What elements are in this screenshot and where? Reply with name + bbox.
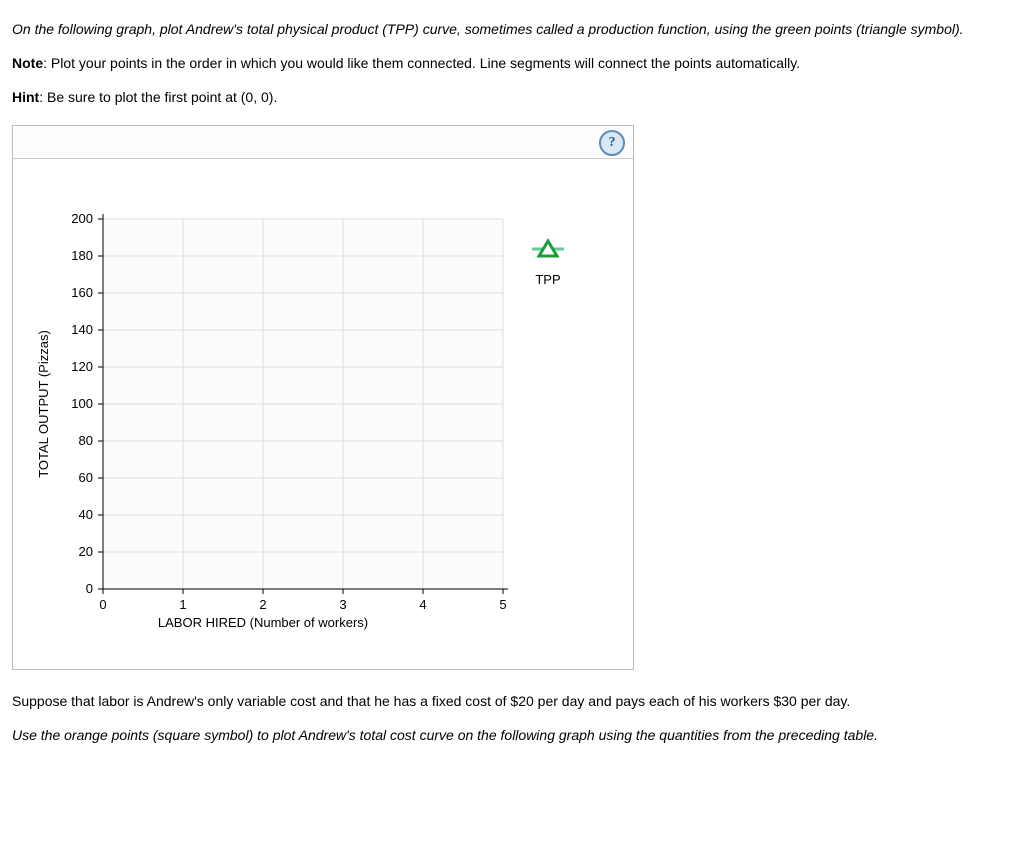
svg-text:40: 40 — [79, 507, 93, 522]
svg-text:140: 140 — [71, 322, 93, 337]
tpp-chart[interactable]: 0 20 40 60 80 100 120 140 160 180 200 0 1 2 3 4 5 LABOR H… — [13, 159, 633, 669]
svg-text:0: 0 — [86, 581, 93, 596]
svg-text:3: 3 — [339, 597, 346, 612]
chart-panel: ? 0 20 40 60 80 100 120 140 160 180 200 0 1 2 3 4 5 LABOR… — [12, 125, 634, 670]
suppose-text: Suppose that labor is Andrew's only vari… — [12, 690, 1012, 714]
svg-text:1: 1 — [179, 597, 186, 612]
panel-header: ? — [13, 126, 633, 159]
svg-text:2: 2 — [259, 597, 266, 612]
svg-text:160: 160 — [71, 285, 93, 300]
svg-text:180: 180 — [71, 248, 93, 263]
svg-text:20: 20 — [79, 544, 93, 559]
tpp-legend-label[interactable]: TPP — [535, 272, 560, 287]
svg-text:LABOR HIRED (Number of workers: LABOR HIRED (Number of workers) — [158, 615, 368, 630]
svg-text:120: 120 — [71, 359, 93, 374]
svg-text:80: 80 — [79, 433, 93, 448]
hint-text: : Be sure to plot the first point at (0,… — [39, 89, 277, 105]
chart-body[interactable]: 0 20 40 60 80 100 120 140 160 180 200 0 1 2 3 4 5 LABOR H… — [13, 159, 633, 669]
note-text: : Plot your points in the order in which… — [43, 55, 800, 71]
svg-text:60: 60 — [79, 470, 93, 485]
svg-text:0: 0 — [99, 597, 106, 612]
instruction-plot-tpp: On the following graph, plot Andrew's to… — [12, 18, 1012, 42]
svg-text:100: 100 — [71, 396, 93, 411]
hint-label: Hint — [12, 89, 39, 105]
svg-text:200: 200 — [71, 211, 93, 226]
help-icon[interactable]: ? — [599, 130, 625, 156]
instruction-hint: Hint: Be sure to plot the first point at… — [12, 86, 1012, 110]
svg-text:TOTAL OUTPUT (Pizzas): TOTAL OUTPUT (Pizzas) — [36, 331, 51, 479]
note-label: Note — [12, 55, 43, 71]
instruction-note: Note: Plot your points in the order in w… — [12, 52, 1012, 76]
svg-text:5: 5 — [499, 597, 506, 612]
svg-text:4: 4 — [419, 597, 426, 612]
use-orange-text: Use the orange points (square symbol) to… — [12, 724, 1012, 748]
